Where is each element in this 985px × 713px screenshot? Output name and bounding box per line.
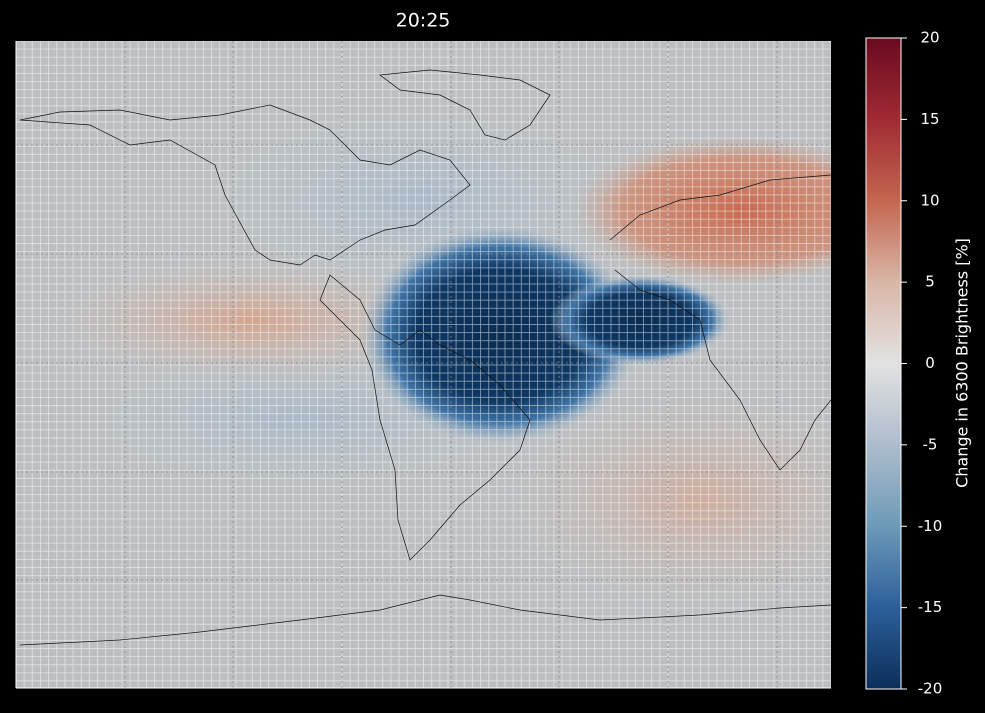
colorbar-label: Change in 6300 Brightness [%]	[953, 238, 972, 488]
graticule	[16, 41, 831, 688]
cell-grid	[16, 41, 831, 688]
colorbar-tick-label: -15	[918, 598, 943, 616]
colorbar-tick-label: -10	[918, 517, 943, 535]
colorbar-tick-label: -5	[923, 435, 938, 453]
colorbar-tick-label: 15	[920, 110, 939, 128]
map	[16, 41, 831, 688]
title: 20:25	[396, 10, 451, 32]
colorbar-tick-label: -20	[918, 680, 943, 698]
colorbar-tick-label: 5	[925, 273, 935, 291]
coastlines	[19, 69, 831, 646]
axes-frame	[15, 41, 831, 689]
colorbar-tick-label: 20	[920, 29, 939, 47]
colorbar-tick-label: 0	[925, 354, 935, 372]
colorbar-tick-label: 10	[920, 191, 939, 209]
colorbar	[865, 37, 902, 690]
